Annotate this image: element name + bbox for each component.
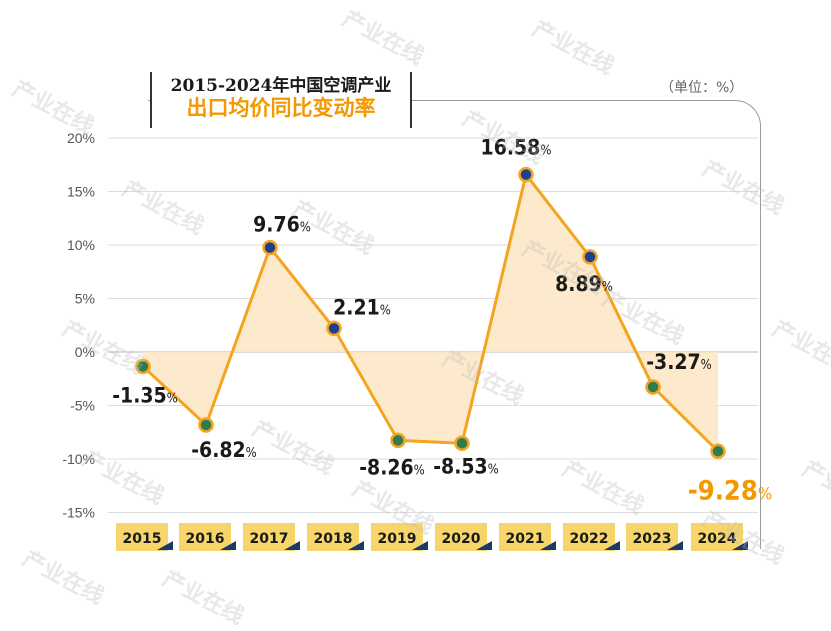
data-label: -6.82% — [191, 438, 257, 462]
category-box — [626, 523, 678, 551]
data-label: -8.53% — [433, 454, 499, 478]
title-line-1: 2015-2024年中国空调产业 — [170, 76, 392, 96]
data-point — [198, 417, 214, 433]
category-box — [179, 523, 231, 551]
x-tick-label: 2023 — [633, 531, 672, 547]
y-tick-label: 15% — [67, 184, 95, 200]
data-point — [135, 358, 151, 375]
y-tick-label: 20% — [67, 130, 95, 146]
category-corner — [476, 541, 492, 550]
x-tick-label: 2019 — [378, 531, 417, 547]
y-tick-label: 5% — [75, 291, 95, 307]
data-label: 16.58% — [481, 136, 552, 160]
category-corner — [732, 541, 748, 550]
percent-suffix: % — [488, 462, 499, 477]
data-point — [710, 443, 726, 460]
category-box — [116, 523, 168, 551]
y-tick-label: 10% — [67, 237, 95, 253]
category-box — [435, 523, 487, 551]
category-corner — [157, 541, 173, 550]
data-label: -9.28% — [688, 475, 773, 506]
x-tick-label: 2018 — [314, 531, 353, 547]
y-tick-label: -5% — [70, 398, 95, 414]
data-point — [645, 379, 661, 395]
category-corner — [348, 541, 364, 550]
category-box — [371, 523, 423, 551]
chart-svg: 20%15%10%5%0%-5%-10%-15%-1.35%-6.82%9.76… — [62, 130, 773, 551]
unit-label: （单位：%） — [660, 80, 744, 96]
data-point — [390, 432, 406, 449]
x-tick-label: 2020 — [442, 531, 481, 547]
series-line — [141, 173, 720, 453]
chart-title: 2015-2024年中国空调产业 出口均价同比变动率 — [150, 72, 412, 128]
data-point — [582, 249, 598, 265]
category-box — [691, 523, 743, 551]
category-box — [243, 523, 295, 551]
percent-suffix: % — [300, 221, 311, 236]
category-corner — [284, 541, 300, 550]
percent-suffix: % — [602, 280, 613, 295]
category-corner — [667, 541, 683, 550]
percent-suffix: % — [414, 463, 425, 478]
percent-suffix: % — [540, 144, 551, 159]
category-box — [307, 523, 359, 551]
category-corner — [604, 541, 620, 550]
percent-suffix: % — [701, 358, 712, 373]
x-tick-label: 2017 — [250, 531, 289, 547]
x-tick-label: 2015 — [123, 531, 162, 547]
x-tick-label: 2024 — [698, 531, 737, 547]
title-line-2: 出口均价同比变动率 — [186, 96, 376, 121]
x-tick-label: 2016 — [186, 531, 225, 547]
category-box — [563, 523, 615, 551]
y-tick-label: -10% — [62, 451, 95, 467]
x-tick-label: 2022 — [570, 531, 609, 547]
percent-suffix: % — [380, 303, 391, 318]
y-tick-label: 0% — [75, 344, 95, 360]
percent-suffix: % — [246, 446, 257, 461]
data-point — [262, 239, 278, 256]
data-point — [518, 166, 534, 183]
category-box — [499, 523, 551, 551]
data-point — [454, 435, 470, 452]
category-corner — [412, 541, 428, 550]
x-tick-label: 2021 — [506, 531, 545, 547]
percent-suffix: % — [167, 391, 178, 406]
data-point — [326, 320, 342, 337]
area-fill — [143, 174, 718, 452]
y-tick-label: -15% — [62, 505, 95, 521]
percent-suffix: % — [758, 484, 773, 504]
chart-frame — [148, 100, 761, 549]
category-corner — [220, 541, 236, 550]
category-corner — [540, 541, 556, 550]
